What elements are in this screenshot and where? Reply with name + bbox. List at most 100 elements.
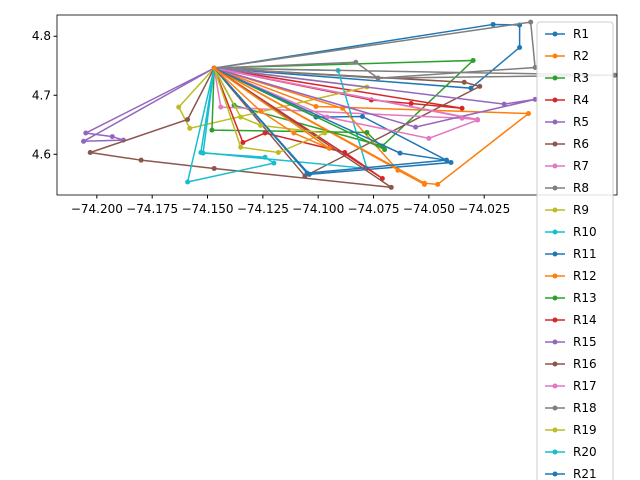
legend-marker xyxy=(552,383,558,389)
legend-marker xyxy=(552,317,558,323)
route-point xyxy=(200,150,206,156)
route-point xyxy=(364,129,370,135)
route-point xyxy=(342,150,348,156)
route-point xyxy=(138,157,144,163)
legend-marker xyxy=(552,207,558,213)
route-point xyxy=(475,117,481,123)
legend-label: R16 xyxy=(573,357,597,371)
x-tick-label: −74.175 xyxy=(126,202,178,216)
route-point xyxy=(275,150,281,156)
route-point xyxy=(304,170,310,176)
route-point xyxy=(87,150,93,156)
route-point xyxy=(322,130,328,136)
legend-marker xyxy=(552,31,558,37)
legend-label: R12 xyxy=(573,269,597,283)
legend-marker xyxy=(552,339,558,345)
route-line xyxy=(214,23,521,89)
route-point xyxy=(271,160,277,166)
x-tick-label: −74.200 xyxy=(71,202,123,216)
route-point xyxy=(258,122,264,128)
route-point xyxy=(238,114,244,120)
legend-marker xyxy=(552,449,558,455)
route-point xyxy=(528,19,534,25)
route-point xyxy=(187,125,193,131)
route-point xyxy=(211,65,217,71)
legend-label: R19 xyxy=(573,423,597,437)
legend-marker xyxy=(552,295,558,301)
legend-label: R2 xyxy=(573,49,589,63)
legend-label: R9 xyxy=(573,203,589,217)
x-tick-label: −74.100 xyxy=(292,202,344,216)
y-tick-label: 4.6 xyxy=(32,147,51,161)
x-tick-label: −74.025 xyxy=(458,202,510,216)
route-point xyxy=(413,124,419,130)
legend-marker xyxy=(552,163,558,169)
legend-marker xyxy=(552,119,558,125)
legend-label: R18 xyxy=(573,401,597,415)
route-point xyxy=(81,138,87,144)
x-tick-label: −74.050 xyxy=(403,202,455,216)
route-line xyxy=(213,67,383,180)
legend-marker xyxy=(552,75,558,81)
route-point xyxy=(258,108,264,114)
route-point xyxy=(426,135,432,141)
legend-marker xyxy=(552,273,558,279)
route-point xyxy=(109,134,115,140)
route-point xyxy=(262,130,268,136)
legend-marker xyxy=(552,97,558,103)
legend-marker xyxy=(552,185,558,191)
y-tick-label: 4.8 xyxy=(32,29,51,43)
route-point xyxy=(435,181,441,187)
legend-label: R5 xyxy=(573,115,589,129)
legend-label: R7 xyxy=(573,159,589,173)
route-point xyxy=(185,116,191,122)
route-point xyxy=(359,114,365,120)
route-point xyxy=(240,139,246,145)
x-tick-label: −74.125 xyxy=(237,202,289,216)
route-point xyxy=(176,104,182,110)
route-point xyxy=(262,154,268,160)
axes-frame xyxy=(56,14,618,196)
route-point xyxy=(490,21,496,27)
legend-label: R3 xyxy=(573,71,589,85)
route-point xyxy=(211,165,217,171)
legend-label: R8 xyxy=(573,181,589,195)
route-point xyxy=(382,147,388,153)
legend-label: R11 xyxy=(573,247,597,261)
route-point xyxy=(218,104,224,110)
y-tick-label: 4.7 xyxy=(32,88,51,102)
legend-marker xyxy=(552,251,558,257)
x-tick-label: −74.150 xyxy=(181,202,233,216)
legend-label: R6 xyxy=(573,137,589,151)
legend-label: R4 xyxy=(573,93,589,107)
route-point xyxy=(421,181,427,187)
route-point xyxy=(477,83,483,89)
route-point xyxy=(291,130,297,136)
route-line xyxy=(213,67,531,186)
legend-label: R17 xyxy=(573,379,597,393)
route-line xyxy=(83,67,215,143)
legend-label: R10 xyxy=(573,225,597,239)
legend-marker xyxy=(552,141,558,147)
route-point xyxy=(209,127,215,133)
route-point xyxy=(501,101,507,107)
route-point xyxy=(388,184,394,190)
route-point xyxy=(612,72,618,78)
legend-label: R14 xyxy=(573,313,597,327)
legend-label: R20 xyxy=(573,445,597,459)
route-point xyxy=(468,85,474,91)
legend-label: R15 xyxy=(573,335,597,349)
route-point xyxy=(408,101,414,107)
route-point xyxy=(238,144,244,150)
route-point xyxy=(83,130,89,136)
route-line xyxy=(186,67,276,184)
route-point xyxy=(470,57,476,63)
route-point xyxy=(185,179,191,185)
route-point xyxy=(395,167,401,173)
route-point xyxy=(461,79,467,85)
route-point xyxy=(525,111,531,117)
route-point xyxy=(375,75,381,81)
route-point xyxy=(448,160,454,166)
route-point xyxy=(326,145,332,151)
